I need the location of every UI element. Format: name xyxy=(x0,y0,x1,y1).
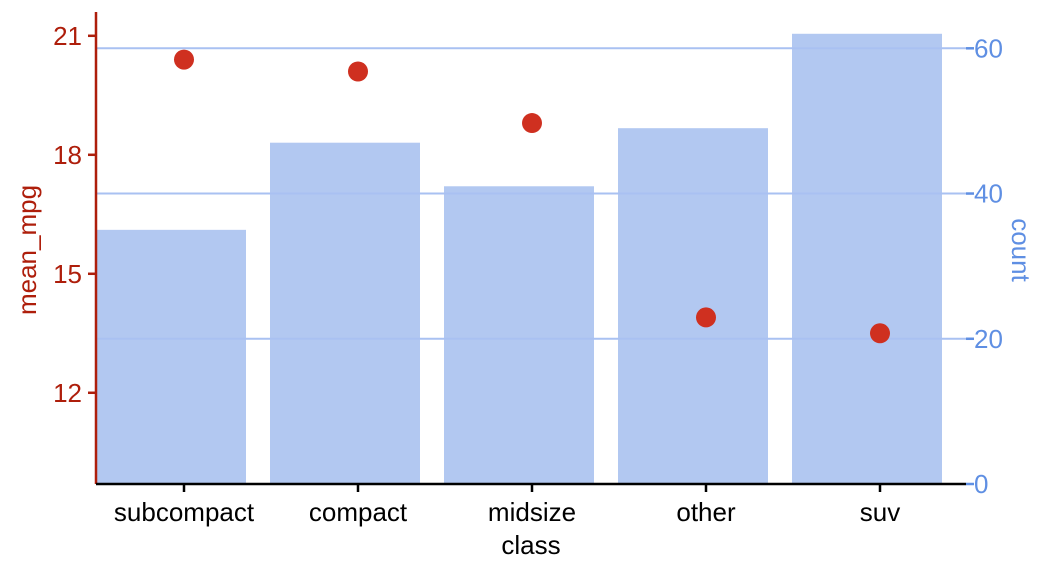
right-tick-label-20: 20 xyxy=(974,324,1003,354)
bars-layer xyxy=(96,33,942,485)
left-axis-title: mean_mpg xyxy=(12,185,42,315)
points-layer xyxy=(174,49,890,344)
right-tick-label-0: 0 xyxy=(974,469,988,499)
left-tick-label-18: 18 xyxy=(53,140,82,170)
x-tick-label-compact: compact xyxy=(309,497,408,527)
bar-other xyxy=(618,128,768,484)
point-other xyxy=(696,307,716,328)
point-suv xyxy=(870,323,890,344)
right-tick-label-40: 40 xyxy=(974,179,1003,209)
bar-suv xyxy=(792,33,942,485)
left-tick-label-12: 12 xyxy=(53,378,82,408)
left-tick-label-15: 15 xyxy=(53,259,82,289)
x-axis-ticks: subcompact compact midsize other suv xyxy=(114,484,900,527)
point-compact xyxy=(348,61,368,82)
left-tick-label-21: 21 xyxy=(53,21,82,51)
point-midsize xyxy=(522,113,542,134)
bar-midsize xyxy=(444,186,594,484)
x-tick-label-suv: suv xyxy=(860,497,900,527)
point-subcompact xyxy=(174,49,194,70)
x-tick-label-subcompact: subcompact xyxy=(114,497,255,527)
left-axis-ticks: 12 15 18 21 xyxy=(53,21,96,408)
right-axis-title: count xyxy=(1006,218,1036,282)
x-tick-label-midsize: midsize xyxy=(488,497,576,527)
right-gridlines xyxy=(96,47,966,340)
x-tick-label-other: other xyxy=(676,497,736,527)
bar-subcompact xyxy=(96,229,246,484)
right-axis-ticks: 0 20 40 60 xyxy=(966,33,1003,499)
bar-compact xyxy=(270,142,420,484)
right-tick-label-60: 60 xyxy=(974,33,1003,63)
x-axis-title: class xyxy=(501,530,560,560)
